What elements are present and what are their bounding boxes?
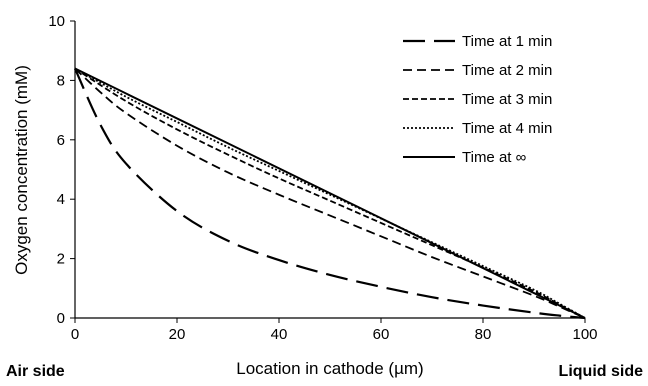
y-axis-ticks: 0 2 4 6 8 10 — [48, 13, 75, 327]
x-axis-title: Location in cathode (µm) — [236, 359, 423, 378]
liquid-side-label: Liquid side — [559, 363, 644, 380]
x-tick-label: 100 — [572, 326, 597, 343]
y-tick-label: 10 — [48, 13, 65, 30]
air-side-label: Air side — [6, 363, 65, 380]
legend-label: Time at 4 min — [462, 120, 552, 137]
y-tick-label: 4 — [57, 191, 65, 208]
series-line-2 — [74, 67, 586, 319]
y-tick-label: 2 — [57, 251, 65, 268]
x-tick-label: 20 — [169, 326, 186, 343]
y-tick-label: 8 — [57, 72, 65, 89]
series-lines — [73, 67, 586, 320]
series-line-3 — [74, 67, 586, 319]
legend: Time at 1 min Time at 2 min Time at 3 min T… — [403, 33, 552, 166]
y-tick-label: 0 — [57, 310, 65, 327]
x-tick-label: 40 — [271, 326, 288, 343]
y-axis-title: Oxygen concentration (mM) — [12, 65, 31, 275]
x-axis-ticks: 0 20 40 60 80 100 — [71, 318, 598, 343]
y-tick-label: 6 — [57, 132, 65, 149]
series-line-1 — [73, 68, 586, 320]
legend-label: Time at 1 min — [462, 33, 552, 50]
x-tick-label: 80 — [475, 326, 492, 343]
legend-label: Time at ∞ — [462, 149, 527, 166]
series-line-5 — [74, 67, 586, 319]
x-tick-label: 0 — [71, 326, 79, 343]
legend-label: Time at 3 min — [462, 91, 552, 108]
x-tick-label: 60 — [373, 326, 390, 343]
legend-label: Time at 2 min — [462, 62, 552, 79]
